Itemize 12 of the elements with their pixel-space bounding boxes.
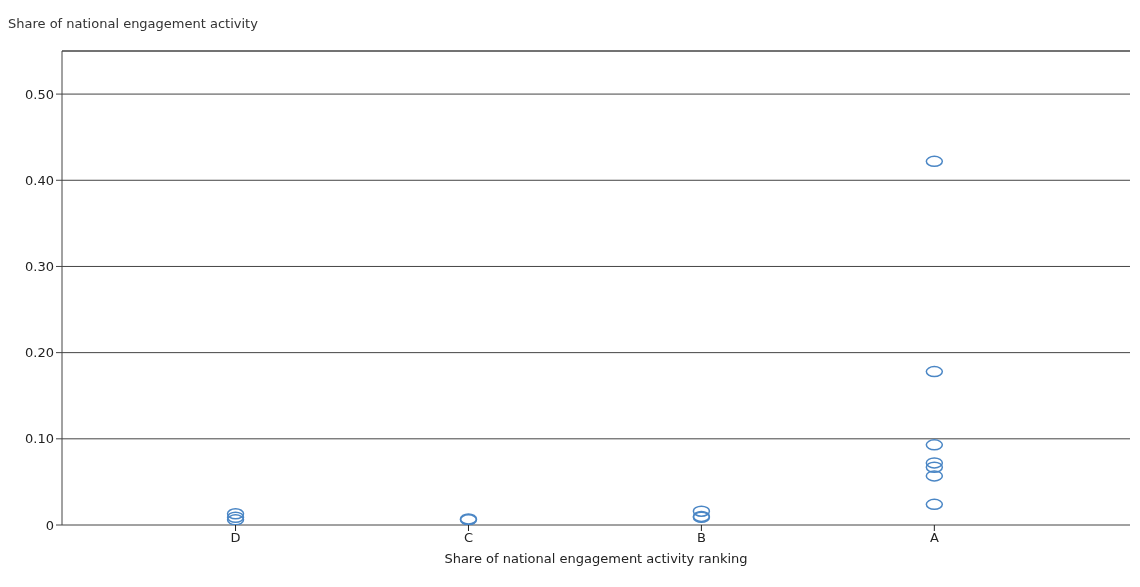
- y-tick-label: 0.40: [25, 172, 54, 188]
- x-tick-label: A: [929, 530, 939, 546]
- y-tick-label: 0: [45, 517, 54, 533]
- x-axis-title: Share of national engagement activity ranking: [444, 551, 748, 566]
- y-tick-label: 0.20: [25, 345, 54, 361]
- y-axis-title: Share of national engagement activity: [8, 16, 258, 31]
- y-tick-label: 0.10: [25, 431, 54, 447]
- y-tick-label: 0.30: [25, 259, 54, 275]
- x-tick-label: C: [463, 530, 474, 546]
- x-tick-label: D: [230, 530, 241, 546]
- x-tick-label: B: [696, 530, 706, 546]
- y-tick-label: 0.50: [25, 86, 54, 102]
